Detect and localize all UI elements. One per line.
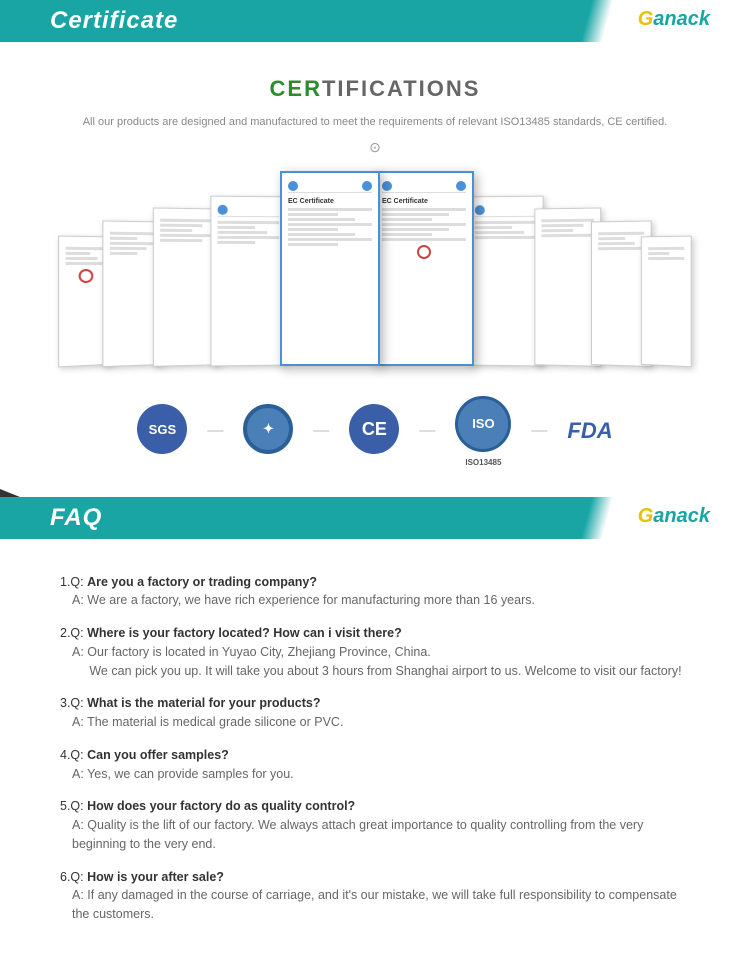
faq-item: 4.Q: Can you offer samples?A: Yes, we ca…: [60, 746, 690, 784]
faq-question: 5.Q: How does your factory do as quality…: [60, 797, 690, 816]
faq-answer: A: If any damaged in the course of carri…: [60, 886, 690, 924]
faq-item: 2.Q: Where is your factory located? How …: [60, 624, 690, 680]
faq-question: 3.Q: What is the material for your produ…: [60, 694, 690, 713]
faq-question: 1.Q: Are you a factory or trading compan…: [60, 573, 690, 592]
faq-item: 1.Q: Are you a factory or trading compan…: [60, 573, 690, 611]
cert-doc: [210, 195, 286, 366]
iso-badge: ISOISO13485: [455, 396, 511, 467]
brand-logo: Ganack: [638, 505, 710, 528]
brand-logo: Ganack: [638, 8, 710, 31]
faq-list: 1.Q: Are you a factory or trading compan…: [60, 573, 690, 924]
certificate-documents-row: EC Certificate EC Certificate: [30, 171, 720, 366]
badge-separator: —: [207, 422, 223, 440]
cert-doc: [641, 235, 692, 367]
faq-answer: A: Our factory is located in Yuyao City,…: [60, 643, 690, 681]
tda-badge: ✦: [243, 404, 293, 458]
divider-dot: ⊙: [30, 139, 720, 156]
cert-doc-featured: EC Certificate: [374, 171, 474, 366]
certifications-heading: CERTIFICATIONS: [30, 76, 720, 102]
badge-separator: —: [419, 422, 435, 440]
certificate-header: Certificate Ganack: [0, 0, 750, 50]
header-accent-triangle: [0, 489, 20, 497]
certification-badges-row: SGS — ✦ — CE — ISOISO13485 — FDA: [30, 396, 720, 467]
certificate-section: CERTIFICATIONS All our products are desi…: [0, 56, 750, 497]
faq-question: 6.Q: How is your after sale?: [60, 868, 690, 887]
faq-item: 5.Q: How does your factory do as quality…: [60, 797, 690, 853]
faq-answer: A: Quality is the lift of our factory. W…: [60, 816, 690, 854]
header-bar: FAQ Ganack: [0, 497, 750, 539]
faq-item: 3.Q: What is the material for your produ…: [60, 694, 690, 732]
ce-badge: CE: [349, 404, 399, 458]
cert-doc-featured: EC Certificate: [280, 171, 380, 366]
sgs-badge: SGS: [137, 404, 187, 458]
faq-answer: A: Yes, we can provide samples for you.: [60, 765, 690, 784]
certifications-subtitle: All our products are designed and manufa…: [30, 114, 720, 131]
faq-item: 6.Q: How is your after sale?A: If any da…: [60, 868, 690, 924]
faq-answer: A: We are a factory, we have rich experi…: [60, 591, 690, 610]
faq-title: FAQ: [50, 504, 102, 532]
faq-answer: A: The material is medical grade silicon…: [60, 713, 690, 732]
certificate-title: Certificate: [50, 7, 178, 35]
header-bar: Certificate Ganack: [0, 0, 750, 42]
badge-separator: —: [313, 422, 329, 440]
faq-question: 4.Q: Can you offer samples?: [60, 746, 690, 765]
faq-question: 2.Q: Where is your factory located? How …: [60, 624, 690, 643]
cert-doc: [468, 195, 544, 366]
faq-header: FAQ Ganack: [0, 497, 750, 547]
fda-badge: FDA: [567, 418, 612, 444]
faq-section: 1.Q: Are you a factory or trading compan…: [0, 553, 750, 968]
badge-separator: —: [531, 422, 547, 440]
